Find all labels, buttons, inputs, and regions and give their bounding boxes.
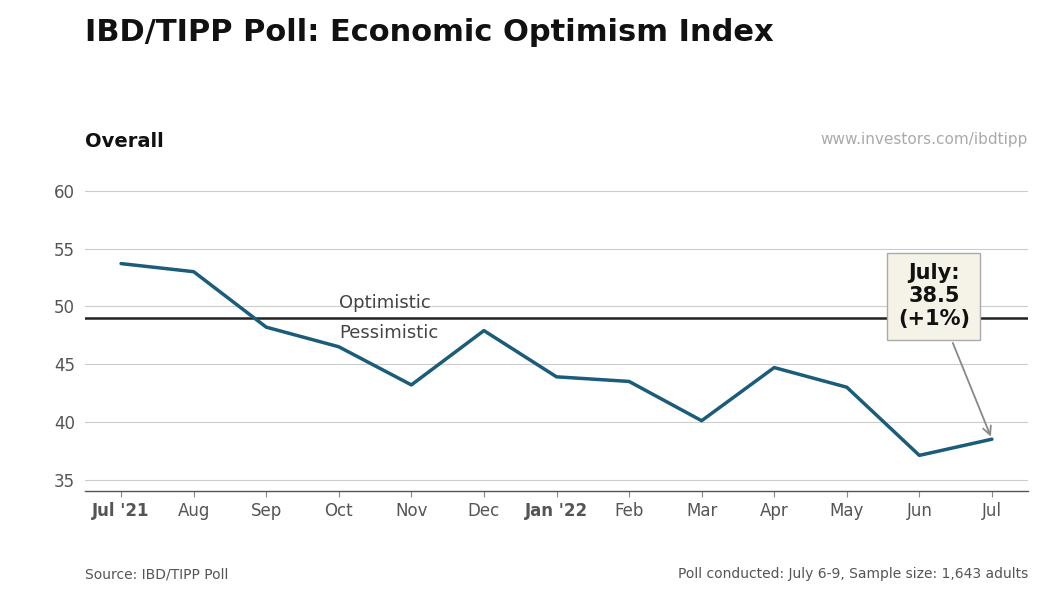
Text: IBD/TIPP Poll: Economic Optimism Index: IBD/TIPP Poll: Economic Optimism Index (85, 18, 774, 47)
Text: Overall: Overall (85, 132, 163, 151)
Text: Poll conducted: July 6-9, Sample size: 1,643 adults: Poll conducted: July 6-9, Sample size: 1… (678, 567, 1028, 581)
Text: Pessimistic: Pessimistic (339, 323, 438, 341)
Text: www.investors.com/ibdtipp: www.investors.com/ibdtipp (820, 132, 1028, 147)
Text: Source: IBD/TIPP Poll: Source: IBD/TIPP Poll (85, 567, 228, 581)
Text: Optimistic: Optimistic (339, 294, 430, 312)
Text: July:
38.5
(+1%): July: 38.5 (+1%) (898, 263, 991, 435)
